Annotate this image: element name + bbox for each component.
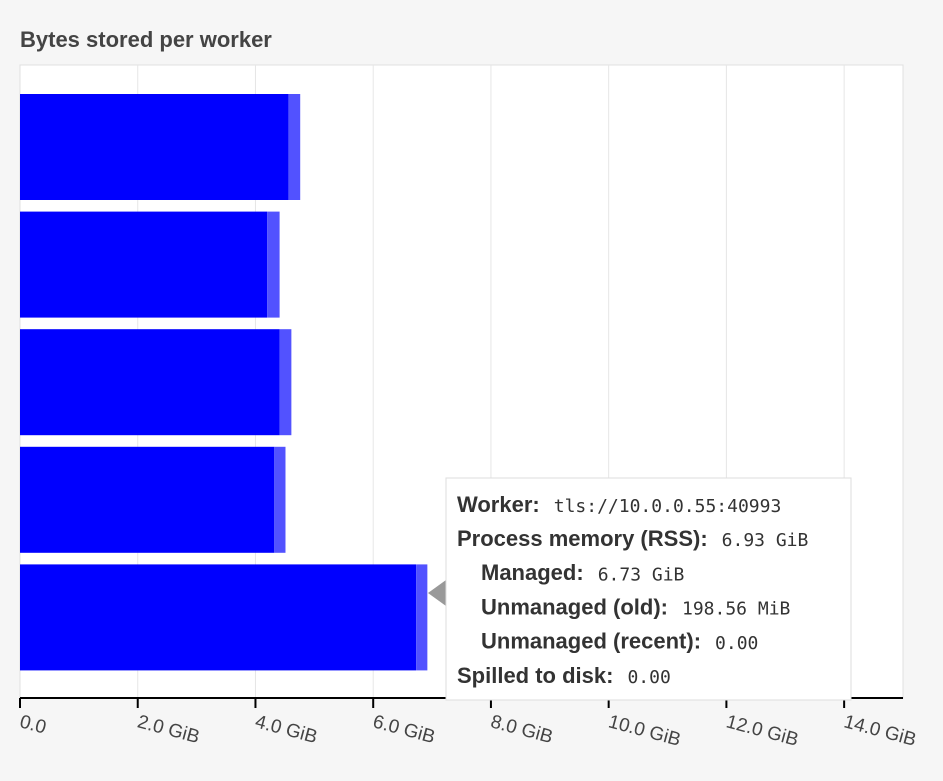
bar-segment (279, 329, 292, 436)
bar-segment (20, 329, 280, 436)
bar-segment (20, 564, 417, 671)
tooltip-value: 198.56 MiB (682, 599, 790, 620)
tooltip-value: tls://10.0.0.55:40993 (554, 496, 782, 517)
chart-title: Bytes stored per worker (20, 27, 272, 52)
tooltip-value: 0.00 (715, 633, 758, 654)
tooltip-value: 0.00 (627, 667, 670, 688)
tooltip: Worker: tls://10.0.0.55:40993 Process memo… (428, 477, 852, 701)
tooltip-label: Process memory (RSS): (457, 526, 708, 551)
bar-segment (20, 211, 268, 318)
bar-segment (267, 211, 280, 318)
tooltip-label: Spilled to disk: (457, 663, 613, 688)
tooltip-box (445, 477, 852, 701)
tooltip-label: Worker: (457, 492, 540, 517)
tooltip-label: Unmanaged (old): (481, 594, 668, 619)
bar-segment (20, 446, 275, 553)
tooltip-value: 6.73 GiB (598, 564, 685, 585)
tooltip-value: 6.93 GiB (722, 530, 809, 551)
tooltip-arrow (428, 580, 446, 606)
bar-segment (20, 94, 289, 200)
tooltip-label: Unmanaged (recent): (481, 629, 701, 654)
bar-segment (416, 564, 428, 671)
bar-segment (274, 446, 286, 553)
bar-segment (288, 94, 301, 200)
tooltip-label: Managed: (481, 560, 584, 585)
